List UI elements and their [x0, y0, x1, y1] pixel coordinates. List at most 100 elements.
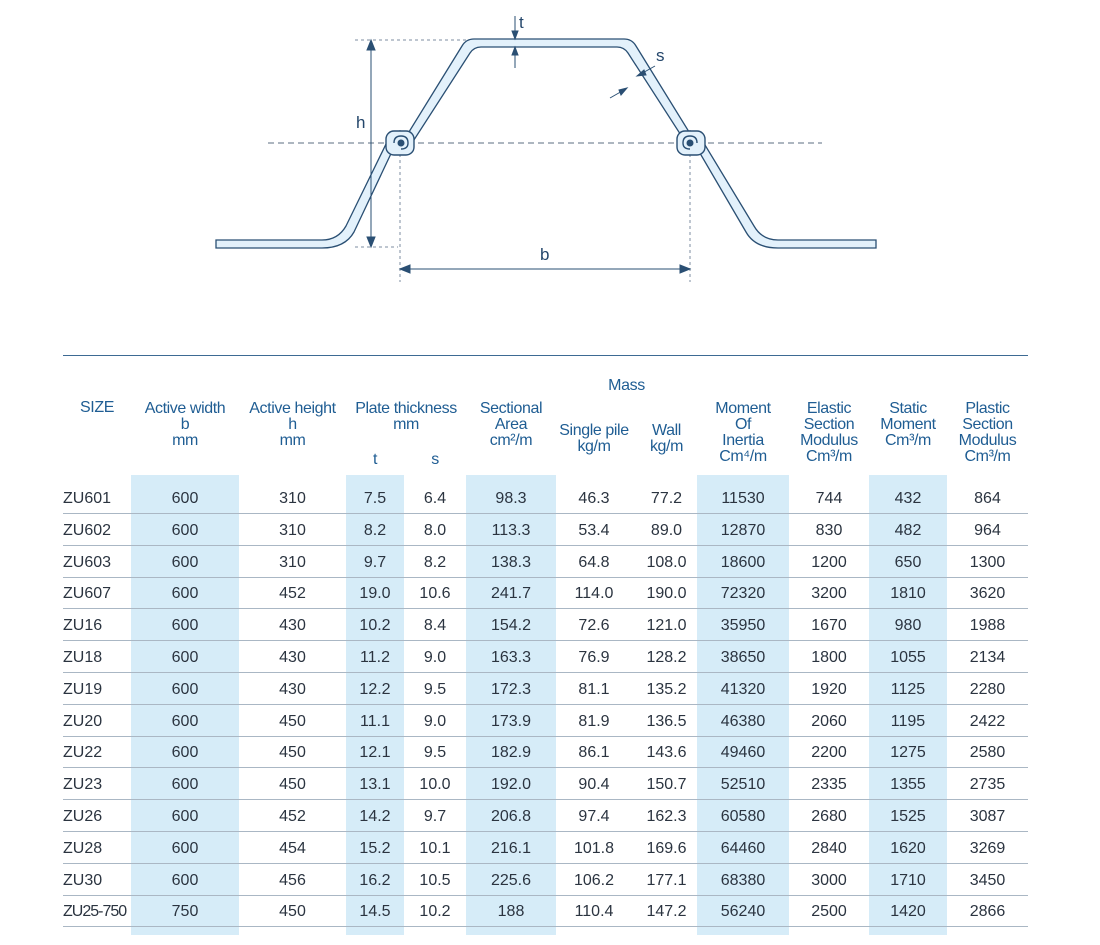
row-divider — [63, 862, 1028, 864]
row-divider — [63, 799, 1028, 801]
header-mass: Mass — [608, 377, 645, 394]
header-plate-thickness: Plate thickness mm — [355, 400, 457, 433]
cell-size: ZU607 — [63, 585, 112, 603]
cell-active-width: 600 — [171, 744, 199, 762]
cell-active-height: 310 — [279, 553, 306, 571]
cell-moment-inertia: 41320 — [720, 680, 766, 698]
row-divider — [63, 926, 1028, 928]
cell-active-height: 310 — [279, 490, 306, 507]
static-moment-column-band — [869, 475, 947, 935]
cell-single-pile: 53.4 — [578, 521, 610, 539]
cell-plate-s: 9.0 — [423, 712, 447, 730]
cell-wall: 190.0 — [646, 585, 687, 603]
cell-plate-s: 8.4 — [423, 617, 447, 635]
header-wall: Wall kg/m — [649, 422, 684, 455]
b-dimension-arrow — [398, 264, 692, 274]
table-row: ZU20 600 450 11.1 9.0 173.9 81.9 136.5 46380 2060… — [63, 705, 1028, 737]
row-divider — [63, 703, 1028, 705]
cell-plate-t: 19.0 — [359, 585, 391, 603]
cell-single-pile: 101.8 — [573, 839, 615, 857]
cell-static-moment: 1420 — [890, 903, 926, 921]
cell-single-pile: 72.6 — [578, 617, 610, 635]
right-interlock — [676, 130, 706, 156]
cell-elastic-modulus: 744 — [815, 490, 843, 507]
cell-static-moment: 1810 — [890, 585, 926, 603]
cell-plate-t: 14.2 — [359, 808, 391, 825]
cell-moment-inertia: 38650 — [720, 649, 766, 666]
cell-plastic-modulus: 2866 — [969, 903, 1006, 921]
cell-plastic-modulus: 3269 — [969, 839, 1006, 857]
cell-active-width: 600 — [171, 808, 199, 825]
cell-static-moment: 1195 — [890, 712, 926, 730]
b-label: b — [540, 245, 550, 264]
cell-plate-t: 7.5 — [363, 490, 387, 507]
cell-active-height: 454 — [279, 839, 306, 857]
cell-moment-inertia: 49460 — [720, 744, 766, 762]
cell-active-height: 450 — [279, 744, 306, 762]
cell-active-height: 452 — [279, 585, 306, 603]
cell-plate-t: 15.2 — [359, 839, 391, 857]
cell-plate-t: 11.1 — [360, 712, 390, 730]
cell-sectional-area: 241.7 — [490, 585, 532, 603]
cell-size: ZU20 — [63, 712, 103, 730]
header-elastic-section-modulus: Elastic Section Modulus Cm³/m — [800, 400, 858, 465]
cell-active-width: 600 — [171, 553, 199, 571]
cell-static-moment: 1275 — [890, 744, 926, 762]
cell-elastic-modulus: 1920 — [811, 680, 847, 698]
cell-moment-inertia: 64460 — [720, 839, 766, 857]
cell-elastic-modulus: 2500 — [811, 903, 847, 921]
sheet-pile-diagram — [215, 16, 877, 282]
cell-active-width: 600 — [171, 617, 199, 635]
cell-moment-inertia: 52510 — [720, 776, 766, 794]
cell-plate-s: 10.0 — [419, 776, 451, 794]
active-width-column-band — [131, 475, 239, 935]
table-row: ZU22 600 450 12.1 9.5 182.9 86.1 143.6 49460 2200… — [63, 736, 1028, 769]
table-top-rule — [63, 355, 1028, 356]
cell-plate-s: 10.5 — [419, 871, 451, 889]
cell-moment-inertia: 60580 — [720, 808, 766, 825]
cell-wall: 177.1 — [646, 871, 687, 889]
cell-plastic-modulus: 864 — [974, 490, 1001, 507]
cell-active-width: 600 — [171, 776, 199, 794]
cell-sectional-area: 192.0 — [490, 776, 532, 794]
cell-moment-inertia: 72320 — [720, 585, 766, 603]
cell-size: ZU19 — [63, 680, 103, 698]
cell-plate-s: 10.2 — [419, 903, 451, 921]
header-sectional-area: Sectional Area cm²/m — [479, 400, 543, 449]
s-label: s — [656, 46, 665, 65]
cell-sectional-area: 188 — [497, 903, 525, 921]
cell-wall: 77.2 — [650, 490, 683, 507]
cell-size: ZU601 — [63, 490, 112, 507]
cell-static-moment: 1710 — [890, 871, 926, 889]
cell-plate-s: 8.2 — [423, 553, 447, 571]
header-size: SIZE — [80, 399, 114, 416]
cell-wall: 136.5 — [646, 712, 687, 730]
table-row: ZU16 600 430 10.2 8.4 154.2 72.6 121.0 35950 1670… — [63, 609, 1028, 642]
cell-elastic-modulus: 2335 — [811, 776, 847, 794]
cell-active-width: 600 — [171, 649, 199, 666]
cell-active-height: 430 — [279, 680, 306, 698]
cell-size: ZU30 — [63, 871, 103, 889]
cell-single-pile: 97.4 — [578, 808, 610, 825]
cell-elastic-modulus: 2200 — [811, 744, 847, 762]
row-divider — [63, 640, 1028, 642]
header-plastic-section-modulus: Plastic Section Modulus Cm³/m — [958, 400, 1017, 465]
cell-plastic-modulus: 1300 — [969, 553, 1006, 571]
cell-elastic-modulus: 1670 — [811, 617, 847, 635]
cell-single-pile: 81.1 — [578, 680, 610, 698]
cell-plastic-modulus: 2735 — [969, 776, 1006, 794]
header-moment-inertia: Moment Of Inertia Cm⁴/m — [715, 400, 771, 465]
cell-wall: 135.2 — [646, 680, 687, 698]
cell-sectional-area: 163.3 — [490, 649, 532, 666]
cell-static-moment: 1055 — [890, 649, 926, 666]
row-divider — [63, 894, 1028, 896]
cell-wall: 121.0 — [646, 617, 687, 635]
cell-sectional-area: 206.8 — [490, 808, 532, 825]
cell-size: ZU22 — [63, 744, 103, 762]
cell-size: ZU603 — [63, 553, 112, 571]
cell-static-moment: 482 — [894, 521, 922, 539]
h-label: h — [356, 113, 366, 132]
t-dimension-arrow — [511, 16, 519, 68]
cell-single-pile: 46.3 — [578, 490, 610, 507]
cell-single-pile: 64.8 — [578, 553, 610, 571]
